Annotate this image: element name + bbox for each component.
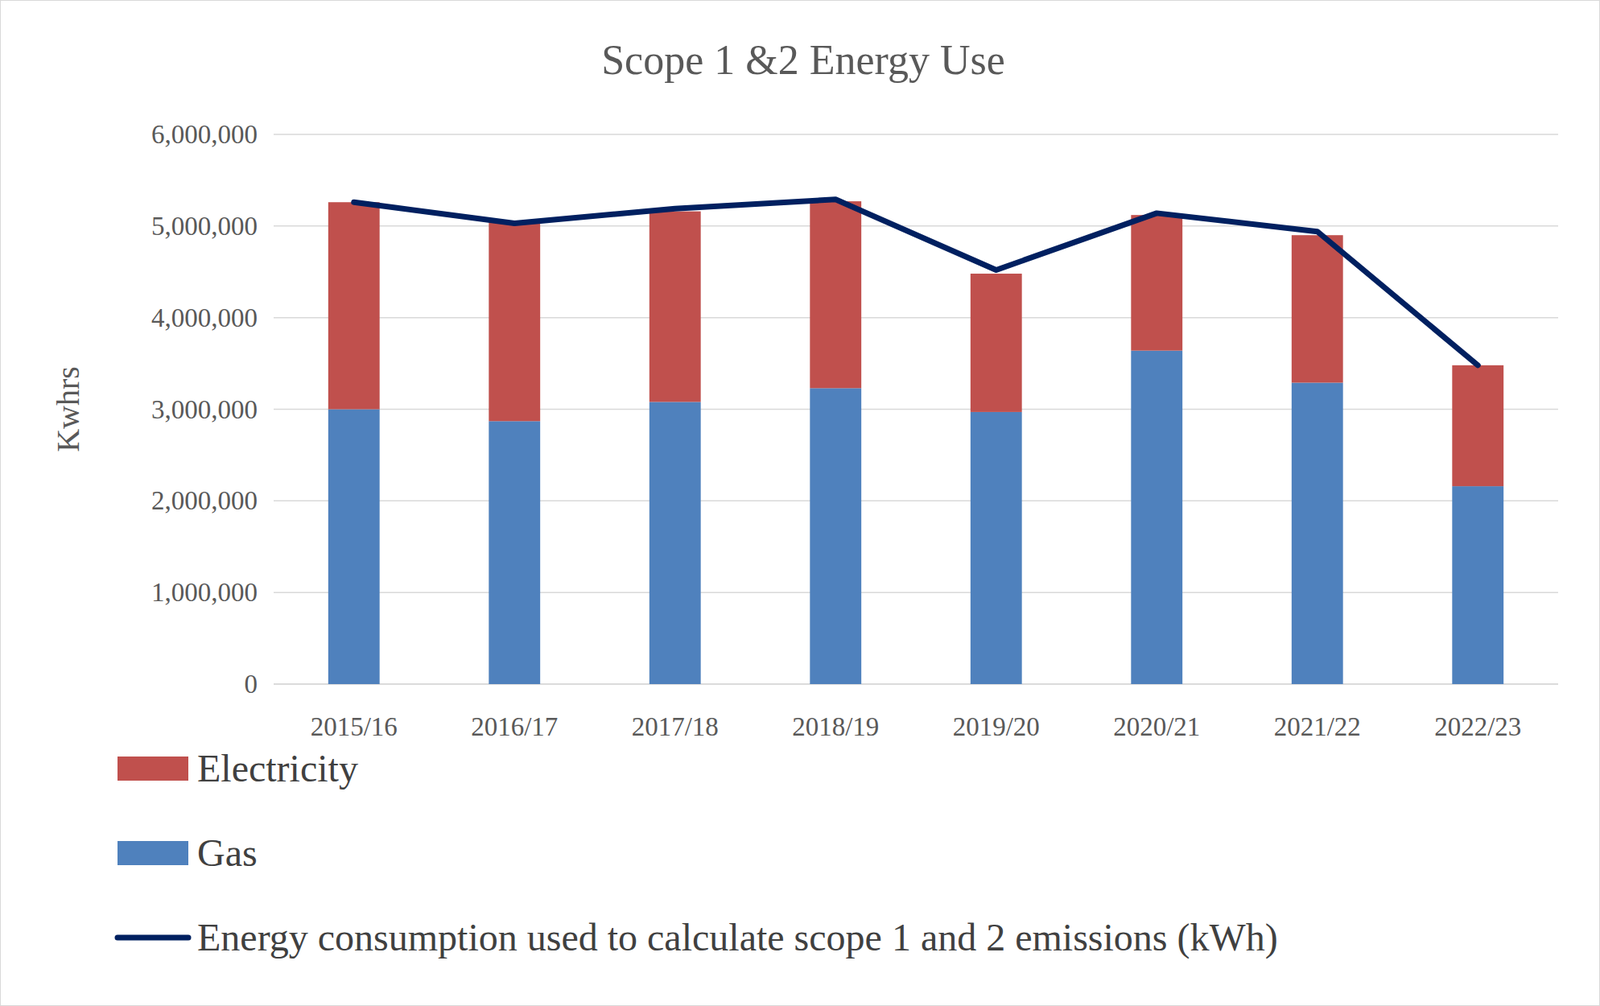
- x-tick-label: 2022/23: [1434, 712, 1522, 742]
- y-tick-label: 4,000,000: [151, 303, 258, 333]
- grid-line: [273, 683, 1559, 685]
- chart-frame: [0, 0, 1600, 1006]
- grid-line: [273, 591, 1559, 594]
- bar: [809, 201, 862, 388]
- y-tick-label: 3,000,000: [151, 395, 258, 425]
- bar: [970, 412, 1023, 685]
- plot-marks: [328, 199, 1504, 685]
- grid-line: [273, 408, 1559, 411]
- bar: [328, 202, 380, 409]
- title: Scope 1 &2 Energy Use: [601, 37, 1006, 83]
- bar: [488, 221, 541, 421]
- y-tick-label: 0: [244, 669, 259, 699]
- bar: [649, 211, 702, 403]
- x-axis-line: [273, 683, 1559, 685]
- x-tick-label: 2017/18: [631, 712, 719, 742]
- bar: [1451, 365, 1504, 487]
- x-tick-label: 2021/22: [1274, 712, 1361, 742]
- line: [354, 199, 1479, 366]
- x-tick-label: 2016/17: [470, 712, 558, 742]
- grid-line: [273, 225, 1559, 227]
- bar: [1291, 235, 1344, 383]
- y-tick-label: 5,000,000: [151, 211, 258, 241]
- legend-label: Energy consumption used to calculate sco…: [197, 915, 1279, 960]
- bar: [328, 409, 380, 685]
- x-tick-label: 2019/20: [952, 712, 1040, 742]
- chart: Scope 1 &2 Energy Use Kwhrs 0 1,000,000 2,00…: [0, 0, 1600, 1006]
- bar: [1451, 486, 1504, 685]
- bar: [970, 273, 1023, 413]
- bar: [1291, 382, 1344, 685]
- legend-swatch: [117, 756, 189, 781]
- x-tick-label: 2015/16: [310, 712, 398, 742]
- bar: [488, 420, 541, 685]
- y-tick-label: 1,000,000: [151, 577, 258, 607]
- legend-swatch: [117, 935, 189, 941]
- bar: [1130, 350, 1183, 685]
- bar: [649, 401, 702, 685]
- y-axis-label: Kwhrs: [49, 366, 87, 453]
- legend-label: Gas: [197, 831, 258, 875]
- bar: [1130, 214, 1183, 351]
- bar: [809, 387, 862, 685]
- x-tick-label: 2018/19: [791, 712, 879, 742]
- y-tick-label: 6,000,000: [151, 119, 258, 149]
- grid-line: [273, 500, 1559, 503]
- y-tick-label: 2,000,000: [151, 486, 258, 516]
- grid-line: [273, 133, 1559, 136]
- legend-label: Electricity: [197, 746, 359, 790]
- x-tick-label: 2020/21: [1113, 712, 1200, 742]
- grid-line: [273, 317, 1559, 319]
- legend-swatch: [117, 841, 189, 866]
